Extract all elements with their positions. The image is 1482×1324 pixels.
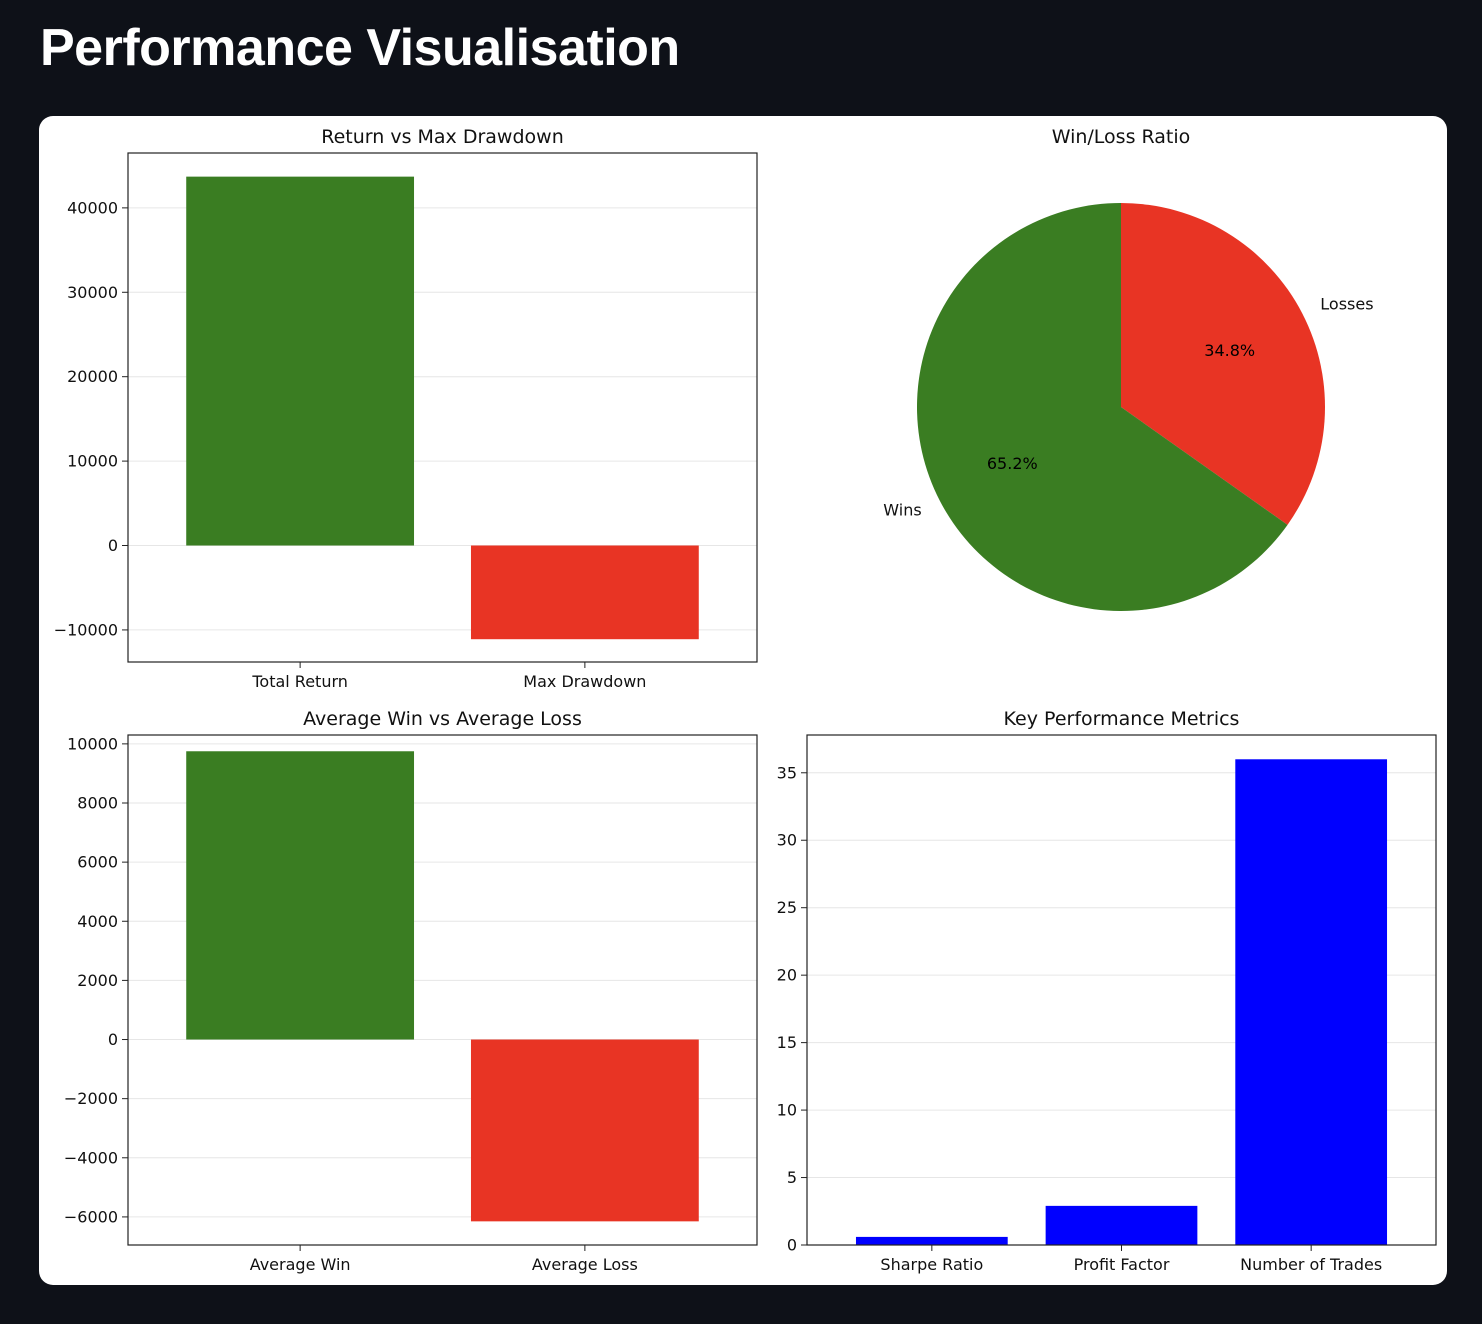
chart-title: Average Win vs Average Loss <box>303 708 582 730</box>
bar-number-of-trades <box>1235 759 1388 1245</box>
y-tick-label: 6000 <box>77 853 118 872</box>
bar-average-loss <box>470 1039 699 1222</box>
x-tick-label: Average Win <box>250 1255 351 1274</box>
y-tick-label: 8000 <box>77 794 118 813</box>
y-tick-label: 0 <box>787 1236 797 1255</box>
chart-key-metrics: Key Performance Metrics 0 5 10 15 20 25 30 35 Sha… <box>777 708 1437 1274</box>
charts-figure: Return vs Max Drawdown−10000010000200003… <box>54 126 1437 1274</box>
slice-percent: 65.2% <box>987 454 1038 473</box>
page-title: Performance Visualisation <box>40 19 680 77</box>
y-tick-label: 25 <box>777 898 797 917</box>
y-tick-label: −10000 <box>54 620 118 639</box>
y-tick-label: 20 <box>777 966 797 985</box>
chart-avg-win-loss: Average Win vs Average Loss −6000 −4000 −20… <box>64 708 758 1274</box>
chart-title: Key Performance Metrics <box>1004 708 1240 730</box>
x-tick-label: Average Loss <box>532 1255 638 1274</box>
slice-label: Losses <box>1320 294 1373 313</box>
plot-frame <box>127 152 758 663</box>
x-tick-label: Total Return <box>251 672 348 691</box>
y-tick-label: −6000 <box>64 1207 118 1226</box>
chart-win-loss: Win/Loss Ratio Losses 34.8% Wins 65.2% <box>883 126 1374 611</box>
chart-title: Win/Loss Ratio <box>1052 126 1191 148</box>
y-tick-label: 30 <box>777 831 797 850</box>
y-tick-label: 10000 <box>67 452 118 471</box>
figure-card: Return vs Max Drawdown −10000 0 10000 20000 3… <box>39 116 1447 1285</box>
bar-total-return <box>186 176 415 546</box>
bar-sharpe-ratio <box>855 1236 1008 1245</box>
y-tick-label: 0 <box>108 1030 118 1049</box>
y-tick-label: 10 <box>777 1101 797 1120</box>
slice-wins <box>917 203 1288 611</box>
slice-label: Wins <box>883 501 921 520</box>
y-tick-label: 5 <box>787 1168 797 1187</box>
plot-frame <box>127 734 758 1246</box>
bar-average-win <box>186 751 415 1040</box>
y-tick-label: 0 <box>108 536 118 555</box>
slice-losses <box>1121 203 1326 525</box>
chart-title: Return vs Max Drawdown <box>321 126 563 148</box>
x-tick-label: Profit Factor <box>1074 1255 1170 1274</box>
y-tick-label: 15 <box>777 1033 797 1052</box>
y-tick-label: 35 <box>777 763 797 782</box>
y-tick-label: −4000 <box>64 1148 118 1167</box>
y-tick-label: −2000 <box>64 1089 118 1108</box>
plot-frame <box>806 734 1437 1246</box>
y-tick-label: 20000 <box>67 367 118 386</box>
bar-profit-factor <box>1045 1205 1198 1245</box>
slice-percent: 34.8% <box>1204 341 1255 360</box>
y-tick-label: 10000 <box>67 734 118 753</box>
x-tick-label: Number of Trades <box>1240 1255 1382 1274</box>
y-tick-label: 30000 <box>67 283 118 302</box>
bar-max-drawdown <box>470 545 699 640</box>
y-tick-label: 40000 <box>67 198 118 217</box>
x-tick-label: Max Drawdown <box>523 672 646 691</box>
chart-return-vs-drawdown: Return vs Max Drawdown −10000 0 10000 20000 3… <box>54 126 758 691</box>
y-tick-label: 4000 <box>77 912 118 931</box>
x-tick-label: Sharpe Ratio <box>880 1255 983 1274</box>
y-tick-label: 2000 <box>77 971 118 990</box>
